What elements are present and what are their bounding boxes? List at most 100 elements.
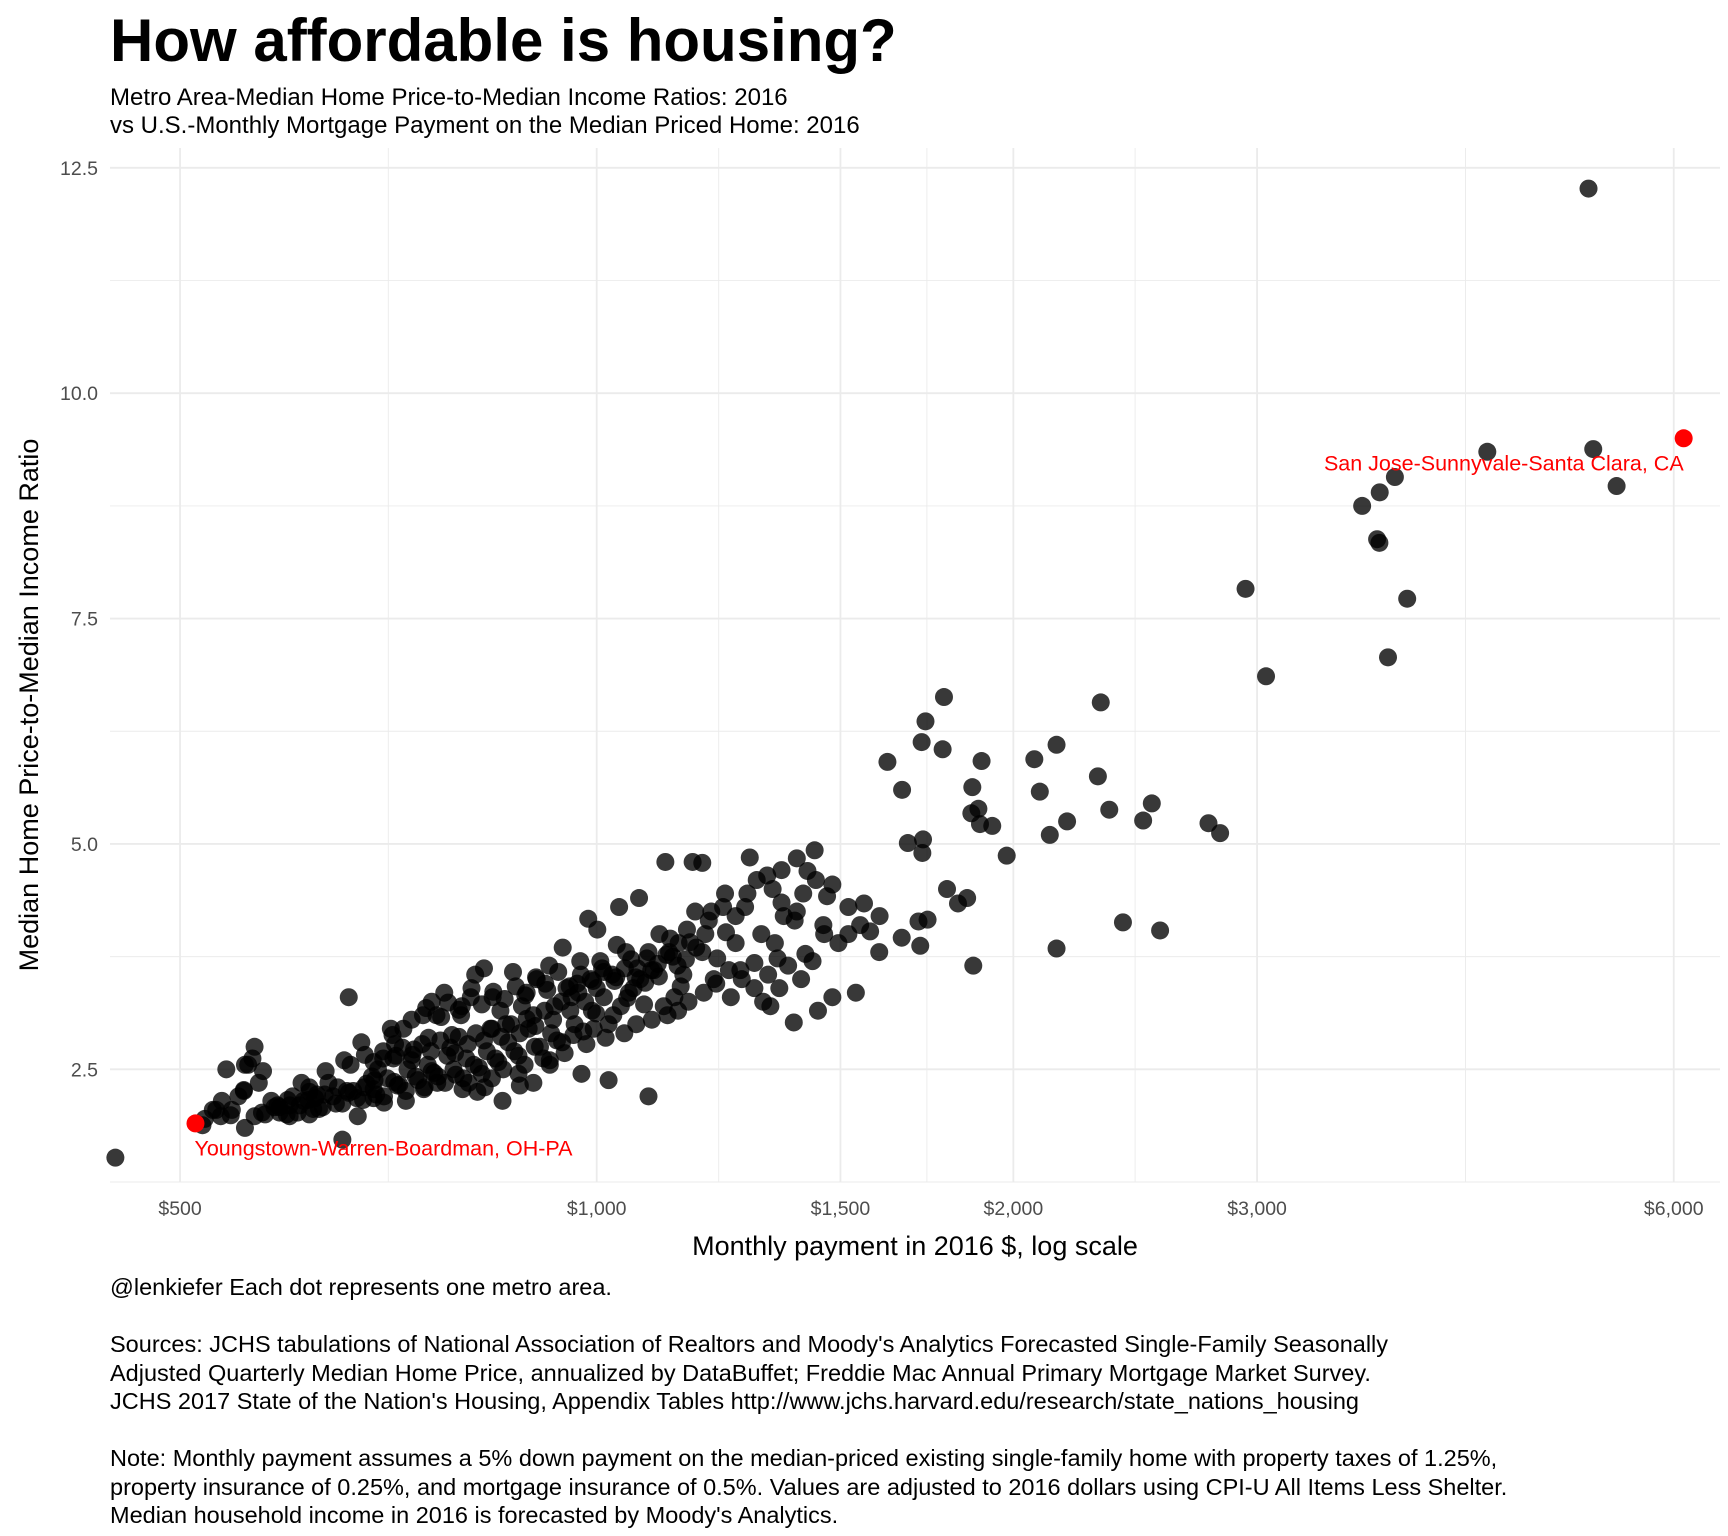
metro-point	[308, 1085, 327, 1104]
metro-point	[702, 902, 721, 921]
metro-point	[569, 983, 588, 1002]
caption-note-line: Note: Monthly payment assumes a 5% down …	[110, 1445, 1498, 1471]
metro-point	[660, 943, 679, 962]
metro-point	[674, 965, 693, 984]
chart-subtitle-line-1: Metro Area-Median Home Price-to-Median I…	[110, 84, 788, 111]
metro-point	[934, 688, 953, 707]
metro-point	[339, 1083, 358, 1102]
metro-point	[784, 1013, 803, 1032]
metro-point	[721, 988, 740, 1007]
point-annotation-label: San Jose-Sunnyvale-Santa Clara, CA	[1324, 451, 1684, 475]
metro-point	[870, 943, 889, 962]
metro-point	[540, 1051, 559, 1070]
metro-point	[997, 846, 1016, 865]
metro-point	[503, 962, 522, 981]
metro-point	[745, 979, 764, 998]
metro-point	[630, 889, 649, 908]
metro-point	[402, 1051, 421, 1070]
caption-sources-line: Adjusted Quarterly Median Home Price, an…	[110, 1359, 1371, 1386]
metro-point	[861, 922, 880, 941]
metro-point	[428, 1073, 447, 1092]
grid-lines	[110, 148, 1720, 1183]
metro-point	[846, 983, 865, 1002]
metro-point	[254, 1062, 273, 1081]
metro-point	[235, 1118, 254, 1137]
metro-point	[759, 965, 778, 984]
metro-point	[898, 834, 917, 853]
metro-point	[564, 1026, 583, 1045]
caption-note: Note: Monthly payment assumes a 5% down …	[110, 1444, 1507, 1530]
metro-point	[650, 925, 669, 944]
metro-point	[1091, 693, 1110, 712]
x-axis-title: Monthly payment in 2016 $, log scale	[692, 1231, 1138, 1261]
metro-point	[535, 1001, 554, 1020]
metro-point	[639, 1087, 658, 1106]
metro-point	[339, 988, 358, 1007]
x-tick-label: $3,000	[1227, 1198, 1287, 1220]
y-tick-label: 10.0	[60, 383, 98, 405]
metro-point	[417, 999, 436, 1018]
metro-point	[524, 1073, 543, 1092]
caption-sources-line: JCHS 2017 State of the Nation's Housing,…	[110, 1388, 1359, 1414]
metro-point	[642, 1010, 661, 1029]
metro-point	[983, 816, 1002, 835]
point-annotations: Youngstown-Warren-Boardman, OH-PA San Jos…	[194, 451, 1684, 1160]
metro-point	[726, 934, 745, 953]
metro-point	[686, 902, 705, 921]
metro-point	[839, 925, 858, 944]
metro-point	[726, 907, 745, 926]
chart-title: How affordable is housing?	[110, 7, 897, 74]
metro-point	[694, 983, 713, 1002]
metro-point	[747, 871, 766, 890]
metro-point	[656, 852, 675, 871]
metro-point	[870, 907, 889, 926]
metro-point	[738, 884, 757, 903]
metro-point	[493, 1091, 512, 1110]
x-axis-tick-labels: $500 $1,000 $1,500 $2,000 $3,000 $6,000	[158, 1198, 1703, 1220]
metro-point	[823, 875, 842, 894]
metro-point	[610, 898, 629, 917]
x-tick-label: $1,000	[567, 1198, 627, 1220]
y-tick-label: 5.0	[71, 834, 98, 856]
metro-point	[683, 852, 702, 871]
x-tick-label: $500	[158, 1198, 202, 1220]
metro-point	[538, 980, 557, 999]
metro-point	[765, 934, 784, 953]
metro-point	[704, 970, 723, 989]
metro-point	[414, 1080, 433, 1099]
metro-point	[1151, 921, 1170, 940]
metro-point	[553, 938, 572, 957]
metro-point	[1370, 483, 1389, 502]
metro-point	[245, 1037, 264, 1056]
metro-point	[280, 1096, 299, 1115]
highlighted-point	[186, 1114, 205, 1133]
x-tick-label: $1,500	[811, 1198, 871, 1220]
metro-point	[577, 1035, 596, 1054]
metro-point	[839, 898, 858, 917]
y-axis-title: Median Home Price-to-Median Income Ratio	[14, 439, 44, 972]
metro-point	[1236, 579, 1255, 598]
metro-point	[1211, 824, 1230, 843]
caption-note-line: Median household income in 2016 is forec…	[110, 1502, 839, 1528]
metro-point	[787, 849, 806, 868]
metro-point	[855, 894, 874, 913]
metro-point	[446, 1044, 465, 1063]
metro-point	[770, 979, 789, 998]
metro-point	[1379, 648, 1398, 667]
metro-point	[740, 848, 759, 867]
metro-point	[938, 880, 957, 899]
metro-point	[914, 830, 933, 849]
metro-point	[365, 1071, 384, 1090]
metro-point	[787, 902, 806, 921]
metro-point	[794, 884, 813, 903]
metro-point	[1040, 825, 1059, 844]
metro-point	[792, 970, 811, 989]
metro-point	[396, 1091, 415, 1110]
metro-point	[333, 1130, 352, 1149]
metro-point	[501, 1015, 520, 1034]
metro-point	[571, 952, 590, 971]
metro-point	[549, 962, 568, 981]
metro-point	[752, 925, 771, 944]
metro-point	[964, 956, 983, 975]
